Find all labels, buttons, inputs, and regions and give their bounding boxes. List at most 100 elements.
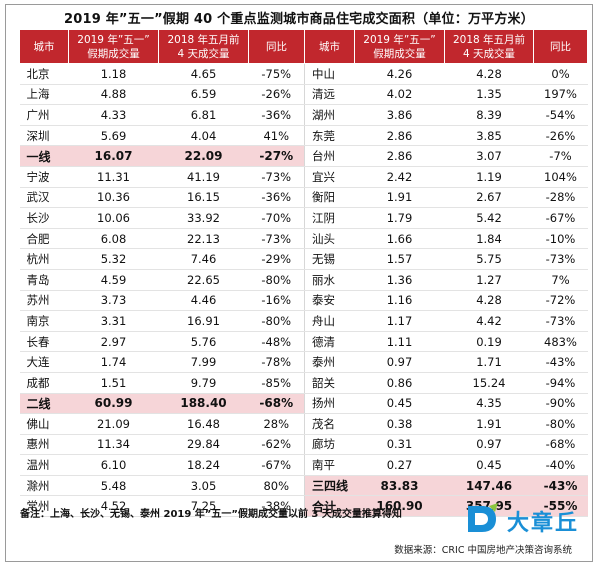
value-cell: 5.48: [68, 475, 159, 497]
city-cell: 一线: [19, 145, 69, 167]
column-header: 城市: [304, 29, 355, 64]
table-row: 佛山 21.09 16.48 28% 茂名 0.38 1.91 -80%: [19, 413, 588, 435]
value-cell: 1.17: [354, 310, 445, 332]
value-cell: -26%: [533, 125, 588, 147]
city-cell: 合肥: [19, 228, 69, 250]
value-cell: 4.33: [68, 104, 159, 126]
value-cell: 4.52: [68, 495, 159, 518]
value-cell: 29.84: [158, 434, 249, 456]
value-cell: 9.79: [158, 372, 249, 394]
value-cell: 7.46: [158, 248, 249, 270]
value-cell: -62%: [248, 434, 305, 456]
value-cell: -27%: [248, 145, 305, 167]
value-cell: -85%: [248, 372, 305, 394]
value-cell: -68%: [248, 393, 305, 415]
report-frame: 2019 年”五一”假期 40 个重点监测城市商品住宅成交面积（单位：万平方米）…: [5, 4, 593, 562]
table-row: 南京 3.31 16.91 -80% 舟山 1.17 4.42 -73%: [19, 310, 588, 332]
value-cell: 22.65: [158, 269, 249, 291]
column-header: 2019 年”五一” 假期成交量: [68, 29, 159, 64]
table-row: 苏州 3.73 4.46 -16% 泰安 1.16 4.28 -72%: [19, 290, 588, 312]
table-row: 北京 1.18 4.65 -75% 中山 4.26 4.28 0%: [19, 63, 588, 85]
city-cell: 滁州: [19, 475, 69, 497]
value-cell: 0.19: [444, 331, 534, 353]
value-cell: 3.73: [68, 290, 159, 312]
table-row: 合肥 6.08 22.13 -73% 汕头 1.66 1.84 -10%: [19, 228, 588, 250]
value-cell: -80%: [248, 310, 305, 332]
table-row: 滁州 5.48 3.05 80% 三四线 83.83 147.46 -43%: [19, 475, 588, 497]
table-row: 大连 1.74 7.99 -78% 泰州 0.97 1.71 -43%: [19, 351, 588, 373]
value-cell: -36%: [248, 187, 305, 209]
value-cell: 5.42: [444, 207, 534, 229]
city-cell: 广州: [19, 104, 69, 126]
value-cell: -68%: [533, 434, 588, 456]
value-cell: 16.91: [158, 310, 249, 332]
value-cell: 1.36: [354, 269, 445, 291]
value-cell: 483%: [533, 331, 588, 353]
value-cell: 0.31: [354, 434, 445, 456]
value-cell: -43%: [533, 351, 588, 373]
value-cell: 3.05: [158, 475, 249, 497]
value-cell: 16.15: [158, 187, 249, 209]
value-cell: 2.67: [444, 187, 534, 209]
value-cell: 2.86: [354, 145, 445, 167]
value-cell: 15.24: [444, 372, 534, 394]
city-cell: 台州: [304, 145, 355, 167]
value-cell: 3.85: [444, 125, 534, 147]
value-cell: 22.13: [158, 228, 249, 250]
city-cell: 江阴: [304, 207, 355, 229]
city-cell: 湖州: [304, 104, 355, 126]
value-cell: -73%: [533, 310, 588, 332]
city-cell: 二线: [19, 393, 69, 415]
value-cell: 1.71: [444, 351, 534, 373]
city-cell: 东莞: [304, 125, 355, 147]
value-cell: 4.28: [444, 63, 534, 85]
city-cell: 惠州: [19, 434, 69, 456]
d-logo-icon: [468, 503, 498, 532]
value-cell: 104%: [533, 166, 588, 188]
city-cell: 廊坊: [304, 434, 355, 456]
city-cell: 青岛: [19, 269, 69, 291]
value-cell: -7%: [533, 145, 588, 167]
value-cell: 16.07: [68, 145, 159, 167]
value-cell: -70%: [248, 207, 305, 229]
city-cell: 无锡: [304, 248, 355, 270]
value-cell: -80%: [248, 269, 305, 291]
value-cell: 0.27: [354, 454, 445, 476]
value-cell: 16.48: [158, 413, 249, 435]
table-row: 一线 16.07 22.09 -27% 台州 2.86 3.07 -7%: [19, 145, 588, 167]
value-cell: 0.45: [444, 454, 534, 476]
value-cell: -73%: [248, 166, 305, 188]
value-cell: 2.86: [354, 125, 445, 147]
value-cell: 160.90: [354, 495, 445, 518]
city-cell: 上海: [19, 84, 69, 106]
value-cell: 4.28: [444, 290, 534, 312]
city-cell: 泰州: [304, 351, 355, 373]
value-cell: 1.51: [68, 372, 159, 394]
city-cell: 长沙: [19, 207, 69, 229]
value-cell: 8.39: [444, 104, 534, 126]
city-cell: 北京: [19, 63, 69, 85]
value-cell: -36%: [248, 104, 305, 126]
value-cell: 60.99: [68, 393, 159, 415]
data-source: 数据来源：CRIC 中国房地产决策咨询系统: [394, 545, 572, 556]
sales-table: 城市 2019 年”五一” 假期成交量 2018 年五月前 4 天成交量 同比 城市 2019…: [19, 29, 588, 518]
value-cell: 5.32: [68, 248, 159, 270]
value-cell: 1.18: [68, 63, 159, 85]
value-cell: 4.04: [158, 125, 249, 147]
city-cell: 清远: [304, 84, 355, 106]
value-cell: 22.09: [158, 145, 249, 167]
city-cell: 温州: [19, 454, 69, 476]
value-cell: 7.99: [158, 351, 249, 373]
table-row: 深圳 5.69 4.04 41% 东莞 2.86 3.85 -26%: [19, 125, 588, 147]
value-cell: 147.46: [444, 475, 534, 497]
city-cell: 泰安: [304, 290, 355, 312]
city-cell: 丽水: [304, 269, 355, 291]
city-cell: 成都: [19, 372, 69, 394]
value-cell: 6.59: [158, 84, 249, 106]
value-cell: 7%: [533, 269, 588, 291]
city-cell: 深圳: [19, 125, 69, 147]
city-cell: 茂名: [304, 413, 355, 435]
logo-text: 大章丘: [507, 511, 580, 536]
value-cell: 21.09: [68, 413, 159, 435]
value-cell: -38%: [248, 495, 305, 518]
